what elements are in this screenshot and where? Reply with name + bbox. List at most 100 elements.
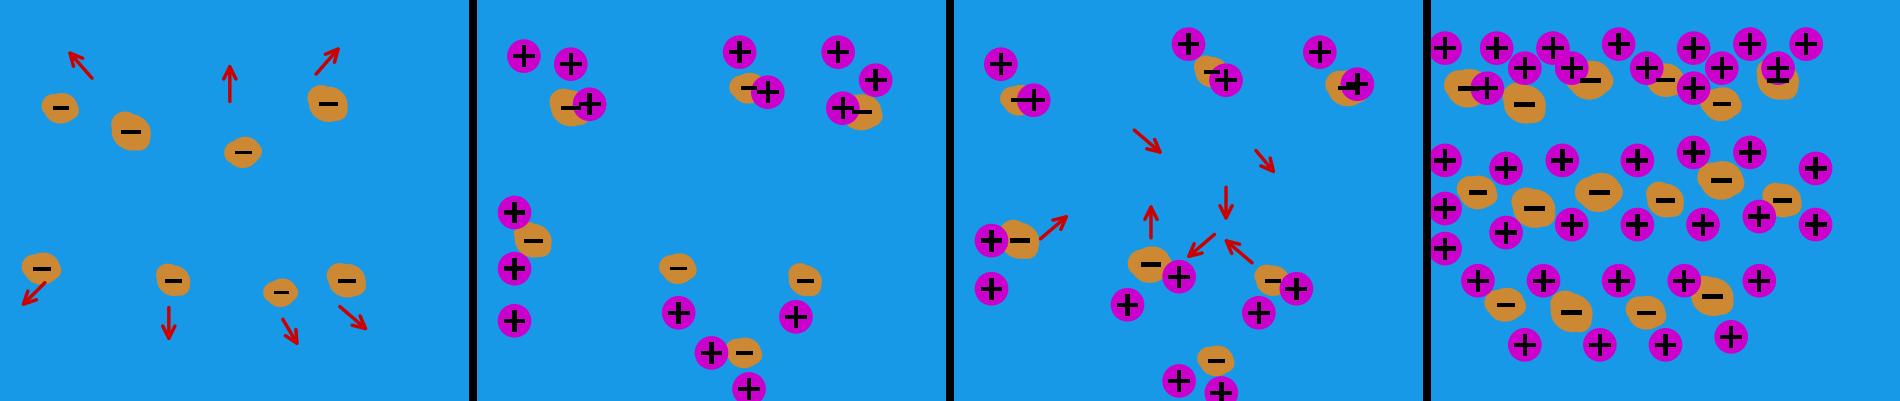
FancyBboxPatch shape — [1286, 287, 1307, 291]
Ellipse shape — [1197, 347, 1220, 369]
FancyBboxPatch shape — [1691, 142, 1697, 163]
FancyBboxPatch shape — [560, 106, 581, 110]
Ellipse shape — [1254, 265, 1277, 286]
Ellipse shape — [1644, 304, 1666, 326]
Ellipse shape — [329, 264, 365, 298]
FancyBboxPatch shape — [1514, 102, 1535, 107]
FancyBboxPatch shape — [1434, 207, 1455, 211]
FancyBboxPatch shape — [1691, 77, 1697, 99]
FancyBboxPatch shape — [1655, 343, 1676, 347]
FancyBboxPatch shape — [1514, 66, 1535, 70]
FancyBboxPatch shape — [504, 211, 526, 215]
Ellipse shape — [999, 87, 1022, 109]
FancyBboxPatch shape — [1220, 382, 1224, 401]
FancyBboxPatch shape — [1224, 69, 1227, 91]
FancyBboxPatch shape — [1142, 263, 1161, 267]
Circle shape — [1341, 67, 1374, 101]
FancyBboxPatch shape — [1657, 198, 1674, 203]
Circle shape — [1429, 144, 1461, 177]
Circle shape — [1112, 288, 1144, 322]
Ellipse shape — [1127, 249, 1153, 276]
FancyBboxPatch shape — [1712, 102, 1731, 106]
Circle shape — [1535, 31, 1569, 65]
FancyBboxPatch shape — [34, 267, 51, 271]
FancyBboxPatch shape — [1208, 359, 1226, 363]
Circle shape — [1279, 272, 1313, 306]
FancyBboxPatch shape — [667, 311, 690, 315]
FancyBboxPatch shape — [1588, 190, 1611, 195]
FancyBboxPatch shape — [1691, 37, 1697, 59]
FancyBboxPatch shape — [524, 239, 543, 243]
FancyBboxPatch shape — [1638, 311, 1657, 315]
FancyBboxPatch shape — [274, 291, 289, 294]
Ellipse shape — [1626, 296, 1651, 320]
Ellipse shape — [21, 255, 46, 278]
Ellipse shape — [1503, 83, 1531, 110]
Ellipse shape — [674, 260, 697, 280]
Ellipse shape — [266, 278, 296, 307]
FancyBboxPatch shape — [1776, 57, 1780, 79]
Ellipse shape — [228, 137, 260, 168]
FancyBboxPatch shape — [1495, 37, 1499, 59]
Ellipse shape — [1569, 61, 1611, 100]
Circle shape — [1509, 328, 1541, 362]
FancyBboxPatch shape — [1720, 335, 1742, 339]
FancyBboxPatch shape — [1497, 303, 1516, 307]
Circle shape — [1742, 264, 1777, 298]
FancyBboxPatch shape — [1533, 279, 1554, 283]
FancyBboxPatch shape — [826, 50, 849, 54]
Ellipse shape — [224, 141, 245, 164]
Ellipse shape — [1718, 95, 1742, 117]
Ellipse shape — [1208, 66, 1229, 87]
FancyBboxPatch shape — [513, 202, 517, 223]
FancyBboxPatch shape — [1469, 190, 1488, 194]
FancyBboxPatch shape — [1805, 166, 1826, 170]
FancyBboxPatch shape — [1550, 37, 1554, 59]
Circle shape — [555, 47, 587, 81]
Ellipse shape — [566, 101, 591, 125]
Circle shape — [1583, 328, 1617, 362]
Circle shape — [1621, 144, 1655, 177]
FancyBboxPatch shape — [1265, 279, 1281, 283]
Ellipse shape — [327, 263, 352, 287]
FancyBboxPatch shape — [1203, 70, 1220, 74]
FancyBboxPatch shape — [1467, 279, 1490, 283]
Ellipse shape — [1645, 63, 1670, 86]
FancyBboxPatch shape — [1434, 158, 1455, 162]
Ellipse shape — [1448, 69, 1490, 107]
FancyBboxPatch shape — [756, 90, 779, 94]
Ellipse shape — [726, 339, 747, 360]
FancyBboxPatch shape — [1522, 57, 1528, 79]
Circle shape — [1621, 208, 1655, 241]
Ellipse shape — [1510, 188, 1541, 215]
FancyBboxPatch shape — [1758, 270, 1761, 292]
Ellipse shape — [1661, 73, 1685, 95]
Ellipse shape — [1269, 274, 1290, 294]
Ellipse shape — [112, 114, 150, 151]
FancyBboxPatch shape — [1773, 198, 1792, 203]
Ellipse shape — [741, 345, 762, 365]
Circle shape — [1545, 144, 1579, 177]
Ellipse shape — [1628, 296, 1664, 330]
FancyBboxPatch shape — [1168, 379, 1189, 383]
Ellipse shape — [1017, 91, 1037, 111]
Ellipse shape — [1457, 176, 1482, 200]
FancyBboxPatch shape — [671, 267, 688, 271]
Ellipse shape — [1704, 87, 1740, 121]
Ellipse shape — [308, 85, 334, 110]
Ellipse shape — [156, 263, 179, 285]
FancyBboxPatch shape — [1813, 214, 1818, 235]
Ellipse shape — [1778, 193, 1801, 216]
Circle shape — [1678, 71, 1710, 105]
Circle shape — [1490, 216, 1524, 249]
FancyBboxPatch shape — [990, 278, 994, 300]
Ellipse shape — [1575, 177, 1602, 205]
FancyBboxPatch shape — [1524, 206, 1545, 211]
Ellipse shape — [1700, 89, 1725, 114]
FancyBboxPatch shape — [1294, 278, 1298, 300]
Circle shape — [1649, 328, 1682, 362]
FancyBboxPatch shape — [796, 279, 813, 283]
Ellipse shape — [44, 93, 78, 124]
Circle shape — [1429, 232, 1461, 265]
FancyBboxPatch shape — [730, 50, 750, 54]
